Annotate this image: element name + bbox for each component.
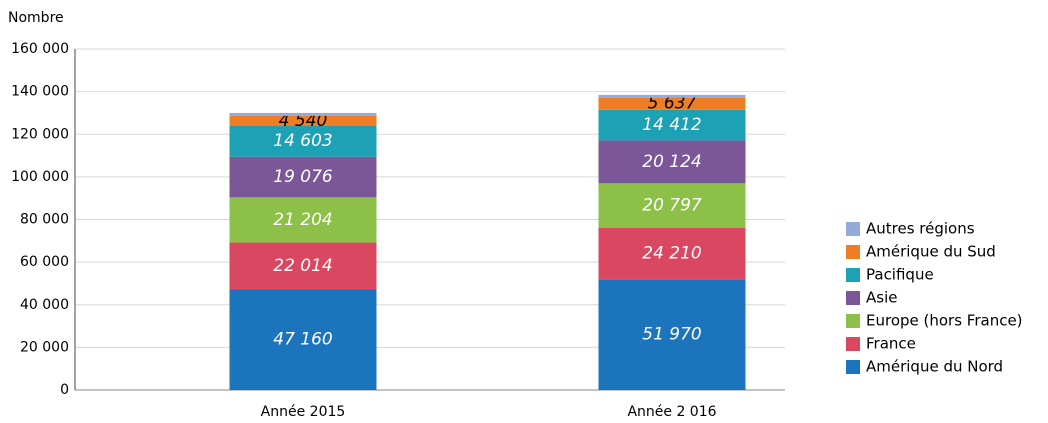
legend-label: France xyxy=(866,335,916,353)
bar-segment xyxy=(229,156,377,198)
value-label: 19 076 xyxy=(273,167,333,187)
y-tick-label: 0 xyxy=(60,382,69,398)
value-label: 22 014 xyxy=(273,256,332,276)
y-tick-label: 20 000 xyxy=(20,339,69,355)
bar-segment xyxy=(598,183,746,228)
bar-segment xyxy=(229,289,377,390)
bar-segment xyxy=(229,112,377,116)
bar-segment xyxy=(598,140,746,184)
bar-segment xyxy=(229,197,377,243)
legend-swatch xyxy=(846,314,860,328)
y-tick-label: 120 000 xyxy=(11,126,69,142)
legend-label: Autres régions xyxy=(866,220,975,238)
y-tick-label: 140 000 xyxy=(11,84,69,100)
y-tick-label: 80 000 xyxy=(20,212,69,228)
legend-swatch xyxy=(846,222,860,236)
y-tick-label: 160 000 xyxy=(11,41,69,57)
bar-segment xyxy=(229,242,377,290)
y-tick-label: 60 000 xyxy=(20,254,69,270)
x-tick-label: Année 2 016 xyxy=(627,404,716,420)
bar-segment xyxy=(229,115,377,126)
value-label: 20 797 xyxy=(642,195,702,215)
bar-segment xyxy=(598,94,746,98)
bar-segment xyxy=(598,109,746,141)
y-axis-label: Nombre xyxy=(8,10,64,26)
legend-label: Pacifique xyxy=(866,266,934,284)
bar-segment xyxy=(598,227,746,280)
legend-swatch xyxy=(846,268,860,282)
bar-segment xyxy=(598,279,746,390)
legend-swatch xyxy=(846,337,860,351)
value-label: 21 204 xyxy=(273,210,332,230)
legend-swatch xyxy=(846,291,860,305)
x-tick-label: Année 2015 xyxy=(261,404,346,420)
legend-label: Amérique du Sud xyxy=(866,243,996,261)
legend-swatch xyxy=(846,245,860,259)
value-label: 20 124 xyxy=(642,152,701,172)
legend-swatch xyxy=(846,360,860,374)
value-label: 14 412 xyxy=(642,115,701,135)
legend-label: Europe (hors France) xyxy=(866,312,1023,330)
value-label: 5 637 xyxy=(648,94,697,114)
legend-label: Amérique du Nord xyxy=(866,358,1003,376)
value-label: 24 210 xyxy=(642,243,701,263)
value-label: 14 603 xyxy=(273,131,332,151)
y-tick-label: 100 000 xyxy=(11,169,69,185)
legend-label: Asie xyxy=(866,289,897,307)
bar-segment xyxy=(229,125,377,157)
value-label: 51 970 xyxy=(642,325,701,345)
bar-segment xyxy=(598,97,746,110)
value-label: 47 160 xyxy=(273,330,332,350)
y-tick-label: 40 000 xyxy=(20,297,69,313)
